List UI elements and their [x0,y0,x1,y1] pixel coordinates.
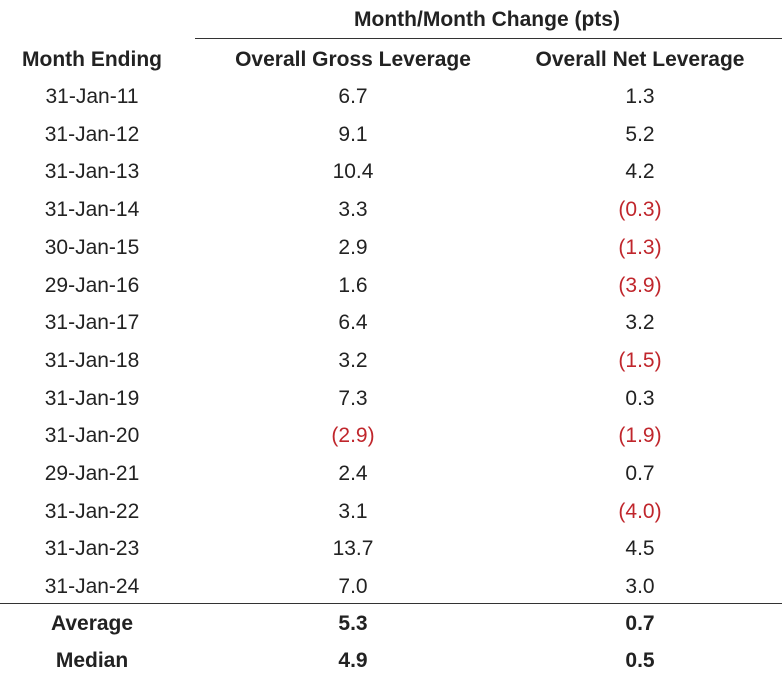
summary-value: 0.7 [625,612,655,635]
summary-label: Median [55,649,129,672]
row-label: 31-Jan-11 [45,85,139,108]
row-label: 29-Jan-16 [44,273,140,297]
cell-value: 13.7 [332,537,374,561]
cell-value: 0.3 [625,386,655,410]
row-label: 31-Jan-13 [44,160,140,184]
group-rule [195,38,782,39]
summary-rule [0,603,782,604]
cell-value: (4.0) [618,499,662,523]
cell-value: (2.9) [331,424,375,448]
cell-value: 10.4 [332,160,374,184]
row-label: 31-Jan-17 [44,311,140,335]
cell-value: (1.5) [618,348,662,372]
summary-value: 5.3 [338,612,368,635]
cell-value: 4.2 [625,160,655,184]
summary-value: 0.5 [625,649,655,672]
row-label: 31-Jan-24 [44,575,140,599]
row-label: 31-Jan-20 [44,424,140,448]
cell-value: 6.7 [338,85,368,108]
column-header: Overall Net Leverage [535,48,745,71]
cell-value: 3.3 [338,198,368,222]
summary-value: 4.9 [338,649,368,672]
cell-value: 3.2 [625,311,655,335]
summary-label: Average [50,612,134,635]
row-label: 30-Jan-15 [44,235,140,259]
row-label: 31-Jan-19 [44,386,140,410]
column-header: Month Ending [22,48,162,71]
group-header: Month/Month Change (pts) [354,8,620,31]
cell-value: (0.3) [618,198,662,222]
row-label: 31-Jan-22 [44,499,140,523]
cell-value: 6.4 [338,311,368,335]
row-label: 31-Jan-23 [44,537,140,561]
cell-value: (1.3) [618,235,662,259]
row-label: 31-Jan-18 [44,348,140,372]
cell-value: 7.3 [338,386,368,410]
cell-value: 5.2 [625,122,655,146]
row-label: 31-Jan-12 [44,122,140,146]
cell-value: 0.7 [625,462,655,485]
cell-value: 1.3 [625,85,655,108]
cell-value: 3.1 [338,499,368,523]
cell-value: 9.1 [338,122,368,146]
cell-value: (3.9) [618,273,662,297]
cell-value: 3.2 [338,348,368,372]
column-header: Overall Gross Leverage [235,48,471,71]
cell-value: 7.0 [338,575,368,599]
cell-value: 2.4 [338,462,368,485]
cell-value: 3.0 [625,575,655,599]
cell-value: 2.9 [338,235,368,259]
row-label: 31-Jan-14 [44,198,140,222]
cell-value: 4.5 [625,537,655,561]
row-label: 29-Jan-21 [44,462,140,485]
cell-value: 1.6 [338,273,368,297]
cell-value: (1.9) [618,424,662,448]
